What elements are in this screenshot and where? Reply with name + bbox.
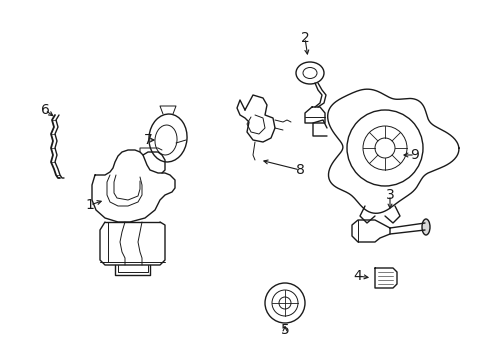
Text: 5: 5 (280, 323, 289, 337)
Text: 6: 6 (41, 103, 49, 117)
Text: 1: 1 (85, 198, 94, 212)
Text: 7: 7 (143, 133, 152, 147)
Text: 2: 2 (300, 31, 309, 45)
Text: 4: 4 (353, 269, 362, 283)
Text: 8: 8 (295, 163, 304, 177)
Text: 9: 9 (410, 148, 419, 162)
Ellipse shape (421, 219, 429, 235)
Text: 3: 3 (385, 188, 393, 202)
